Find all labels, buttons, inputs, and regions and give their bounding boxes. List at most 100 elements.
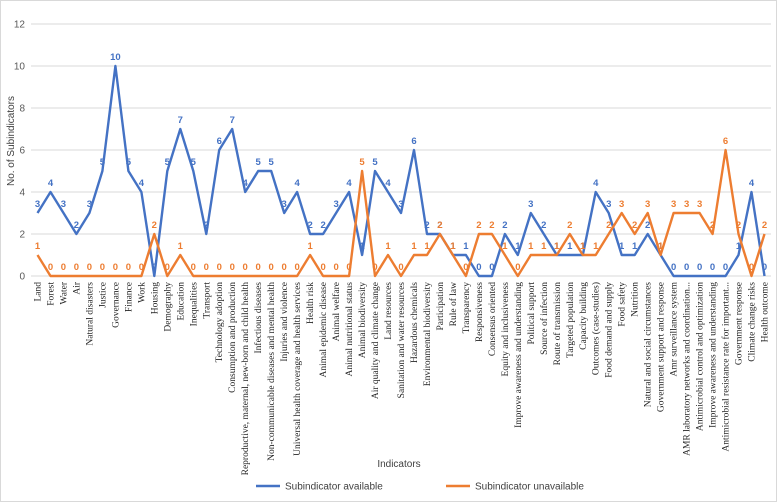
data-label: 0 — [697, 262, 702, 273]
x-tick-label: Natural and social circumstances — [644, 282, 654, 408]
data-label: 0 — [256, 262, 261, 273]
data-label: 0 — [762, 262, 767, 273]
y-tick-label: 6 — [19, 146, 25, 157]
data-label: 0 — [126, 262, 131, 273]
x-tick-label: Land — [33, 282, 43, 302]
data-label: 3 — [87, 199, 92, 210]
data-label: 2 — [204, 220, 209, 231]
data-label: 1 — [178, 241, 184, 252]
data-label: 0 — [87, 262, 92, 273]
x-tick-label: Political support — [527, 282, 537, 345]
x-tick-label: Finance — [124, 282, 134, 312]
data-label: 0 — [165, 262, 170, 273]
x-tick-label: Route of transmission — [552, 282, 563, 366]
data-label: 0 — [463, 262, 468, 273]
y-tick-label: 2 — [19, 230, 25, 241]
data-label: 3 — [645, 199, 650, 210]
data-label: 0 — [282, 262, 287, 273]
data-label: 4 — [749, 178, 755, 189]
x-tick-label: Non-communicable diseases and mental hea… — [267, 282, 277, 461]
data-label: 0 — [346, 262, 351, 273]
data-label: 3 — [697, 199, 702, 210]
data-label: 3 — [398, 199, 403, 210]
legend-label: Subindicator unavailable — [475, 482, 584, 493]
data-label: 0 — [333, 262, 338, 273]
x-tick-label: Government response — [735, 282, 745, 365]
data-label: 3 — [606, 199, 611, 210]
data-label: 0 — [48, 262, 53, 273]
data-label: 0 — [723, 262, 728, 273]
data-label: 2 — [632, 220, 637, 231]
x-tick-label: Technology adoption — [215, 282, 225, 363]
data-label: 5 — [100, 157, 106, 168]
data-label: 5 — [359, 157, 365, 168]
x-tick-label: Animal welfare — [331, 282, 342, 341]
data-label: 5 — [269, 157, 275, 168]
x-tick-label: Housing — [150, 282, 160, 314]
data-label: 2 — [645, 220, 650, 231]
data-label: 4 — [385, 178, 391, 189]
y-tick-label: 12 — [14, 20, 26, 31]
x-tick-label: Improve awareness and understanding — [709, 282, 719, 428]
data-label: 1 — [450, 241, 456, 252]
y-axis-title: No. of Subindicators — [6, 96, 17, 186]
data-label: 1 — [385, 241, 391, 252]
data-label: 2 — [606, 220, 611, 231]
y-tick-label: 0 — [19, 272, 25, 283]
data-label: 1 — [554, 241, 560, 252]
data-label: 4 — [139, 178, 145, 189]
data-label: 0 — [74, 262, 79, 273]
series-line-1 — [36, 148, 766, 278]
data-label: 2 — [320, 220, 325, 231]
x-tick-label: Consensus oriented — [488, 282, 498, 356]
x-tick-label: Governance — [111, 282, 121, 328]
data-label: 1 — [502, 241, 508, 252]
data-label: 0 — [489, 262, 494, 273]
data-label: 1 — [736, 241, 742, 252]
x-tick-label: AMR laboratory networks and coordination… — [683, 282, 693, 456]
data-label: 1 — [658, 241, 664, 252]
data-label: 0 — [476, 262, 481, 273]
data-label: 0 — [217, 262, 222, 273]
data-label: 3 — [61, 199, 66, 210]
y-tick-label: 10 — [14, 62, 26, 73]
data-label: 0 — [61, 262, 66, 273]
data-label: 0 — [749, 262, 754, 273]
x-tick-label: Transparency — [462, 282, 472, 334]
x-tick-label: Equity and inclusiveness — [501, 282, 511, 377]
x-tick-label: Universal health coverage and health ser… — [293, 282, 303, 456]
x-tick-label: Air — [72, 281, 82, 295]
x-tick-label: Health risk — [306, 282, 316, 324]
data-label: 0 — [671, 262, 676, 273]
x-tick-label: Air quality and climate change — [371, 282, 381, 399]
data-label: 2 — [489, 220, 494, 231]
data-label: 2 — [762, 220, 767, 231]
data-label: 6 — [217, 136, 222, 147]
data-label: 3 — [35, 199, 40, 210]
data-label: 3 — [671, 199, 676, 210]
x-tick-label: Animal epidemic disease — [319, 282, 329, 378]
data-label: 0 — [515, 262, 520, 273]
x-tick-label: Sanitation and water resources — [397, 282, 407, 399]
y-tick-label: 8 — [19, 104, 25, 115]
data-label: 0 — [398, 262, 403, 273]
x-tick-label: Health outcome — [761, 282, 771, 342]
data-label: 1 — [424, 241, 430, 252]
x-axis-ticks: Land Forest Water Air Natural disasters Justi… — [33, 281, 770, 475]
x-tick-label: Amr surveillance system — [670, 281, 680, 376]
data-label: 5 — [256, 157, 262, 168]
data-label: 6 — [411, 136, 416, 147]
data-label: 1 — [619, 241, 625, 252]
data-label: 2 — [567, 220, 572, 231]
data-label: 0 — [191, 262, 196, 273]
x-tick-label: Participation — [436, 282, 446, 331]
data-label: 4 — [593, 178, 599, 189]
data-label: 4 — [48, 178, 54, 189]
x-tick-label: Work — [137, 282, 147, 303]
data-label: 4 — [294, 178, 300, 189]
data-label: 2 — [437, 220, 442, 231]
x-tick-label: Food safety — [617, 282, 628, 327]
x-tick-label: Nutrition — [631, 282, 641, 317]
data-label: 0 — [684, 262, 689, 273]
data-label: 7 — [230, 115, 235, 126]
